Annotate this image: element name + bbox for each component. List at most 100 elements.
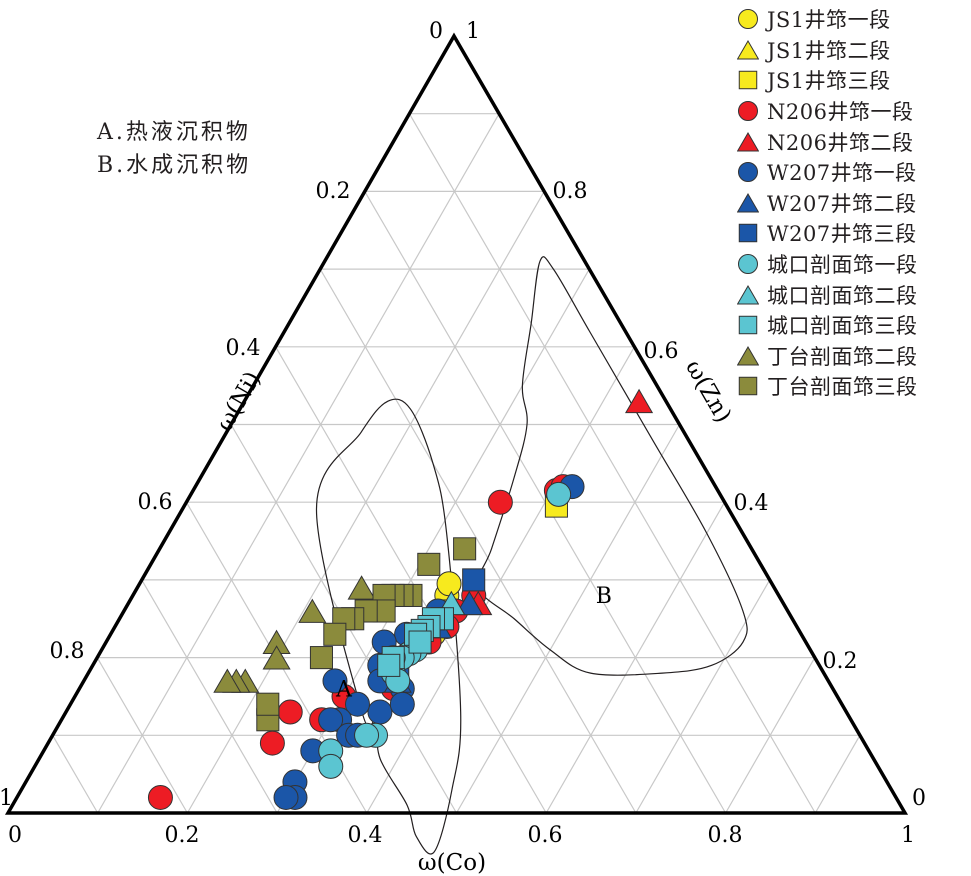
grid-line-co <box>455 424 681 814</box>
legend-marker-square-icon <box>738 71 758 90</box>
axis-label-co: ω(Co) <box>418 850 486 876</box>
legend-label: 城口剖面筇一段 <box>767 253 918 278</box>
region-boundary-b <box>476 256 748 676</box>
legend-swatch <box>737 284 759 305</box>
legend-swatch <box>737 192 759 213</box>
legend-swatch <box>738 377 758 396</box>
data-point-circle <box>259 730 285 756</box>
grid-line-ni <box>52 734 99 814</box>
data-point-square <box>453 537 477 561</box>
data-point-square <box>462 568 486 592</box>
data-point-circle <box>344 691 370 717</box>
data-point-triangle <box>213 668 242 693</box>
data-points <box>147 388 654 810</box>
region-boundary-a <box>315 398 462 855</box>
data-point-square <box>323 622 347 646</box>
legend-label: 丁台剖面筇三段 <box>767 375 918 400</box>
legend-label: W207井筇二段 <box>767 191 917 216</box>
axis-label-ni: ω(Ni) <box>212 367 267 436</box>
axis-label-zn: ω(Zn) <box>680 356 736 427</box>
tick-right-0.6: 0.6 <box>644 339 679 364</box>
tick-bottom-0.2: 0.2 <box>165 823 200 848</box>
region-label-b: B <box>596 584 612 609</box>
tick-left-0: 0 <box>429 19 443 44</box>
triangle-outline <box>4 32 909 815</box>
legend-label: JS1井筇二段 <box>767 38 891 63</box>
data-point-circle <box>147 784 173 810</box>
tick-left-1: 1 <box>0 786 13 811</box>
data-point-square <box>377 653 401 677</box>
tick-bottom-0: 0 <box>8 823 22 848</box>
data-point-circle <box>277 699 303 725</box>
tick-left-0.4: 0.4 <box>226 336 261 361</box>
tick-left-0.8: 0.8 <box>50 639 85 664</box>
data-point-circle <box>318 707 344 733</box>
legend-marker-triangle-icon <box>737 192 759 213</box>
legend-item: 城口剖面筇三段 <box>737 310 918 341</box>
legend-item: W207井筇一段 <box>737 157 918 188</box>
legend-item: JS1井筇一段 <box>737 4 918 35</box>
legend-marker-circle-icon <box>738 101 758 122</box>
legend-swatch <box>738 254 758 275</box>
grid-line-ni <box>319 268 637 814</box>
legend-item: JS1井筇三段 <box>737 65 918 96</box>
legend-swatch <box>738 71 758 90</box>
legend-swatch <box>738 315 758 335</box>
tick-bottom-0.6: 0.6 <box>528 823 563 848</box>
legend-item: W207井筇二段 <box>737 188 918 219</box>
legend-marker-circle-icon <box>738 9 758 30</box>
data-point-circle <box>436 571 462 597</box>
data-point-square <box>309 646 333 670</box>
legend-item: 城口剖面筇一段 <box>737 249 918 280</box>
data-point-circle <box>322 668 348 694</box>
data-point-square <box>256 692 280 716</box>
grid-line-co <box>635 579 771 814</box>
legend-swatch <box>737 131 759 152</box>
legend-swatch <box>738 9 758 30</box>
grid-line-ni <box>408 113 816 814</box>
grid-line-co <box>814 735 861 814</box>
tick-bottom-1: 1 <box>901 823 915 848</box>
legend-item: W207井筇三段 <box>737 218 918 249</box>
grid-line-ni <box>96 657 188 814</box>
legend-label: N206井筇一段 <box>767 100 914 125</box>
tick-right-1: 1 <box>466 19 480 44</box>
legend-marker-square-icon <box>738 224 758 243</box>
tick-right-0.2: 0.2 <box>823 649 858 674</box>
tick-right-0.8: 0.8 <box>553 179 588 204</box>
tick-left-0.2: 0.2 <box>316 179 351 204</box>
legend-label: W207井筇三段 <box>767 222 917 247</box>
tick-bottom-0.4: 0.4 <box>348 823 383 848</box>
tick-right-0: 0 <box>912 786 926 811</box>
legend-swatch <box>738 101 758 122</box>
data-point-square <box>408 630 432 654</box>
data-point-circle <box>546 481 572 507</box>
data-point-circle <box>389 691 415 717</box>
legend-marker-square-icon <box>738 315 758 335</box>
tick-bottom-0.8: 0.8 <box>708 823 743 848</box>
legend-label: 城口剖面筇三段 <box>767 314 918 339</box>
data-point-circle <box>367 699 393 725</box>
data-point-triangle <box>624 388 654 414</box>
grid-line-co <box>545 501 726 814</box>
legend-label: W207井筇一段 <box>767 161 917 186</box>
legend-item: 丁台剖面筇二段 <box>737 341 918 372</box>
data-point-triangle <box>455 590 484 616</box>
data-point-square <box>417 552 441 576</box>
data-point-circle <box>354 722 380 748</box>
region-note-a: A.热液沉积物 <box>97 120 251 145</box>
legend-item: 城口剖面筇二段 <box>737 279 918 310</box>
tick-left-0.6: 0.6 <box>138 490 173 515</box>
data-point-triangle <box>262 645 291 670</box>
legend-item: 丁台剖面筇三段 <box>737 371 918 402</box>
legend-label: JS1井筇三段 <box>767 69 891 94</box>
legend-swatch <box>737 39 759 60</box>
legend-swatch <box>738 162 758 183</box>
legend-item: N206井筇二段 <box>737 126 918 157</box>
legend-item: JS1井筇二段 <box>737 35 918 66</box>
data-point-circle <box>487 489 513 515</box>
data-point-triangle <box>298 598 327 623</box>
legend-marker-circle-icon <box>738 162 758 183</box>
legend-label: 丁台剖面筇二段 <box>767 344 918 369</box>
